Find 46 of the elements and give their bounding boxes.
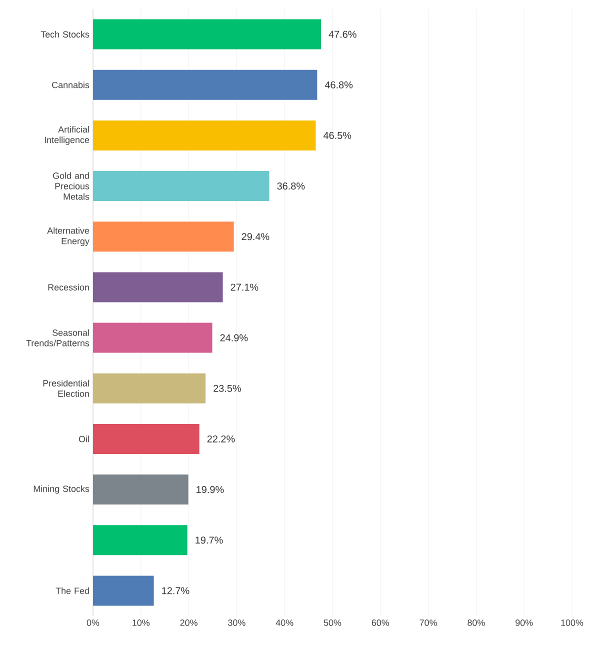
data-label: 24.9% <box>220 334 248 342</box>
y-tick-label: Artificial Intelligence <box>44 126 90 145</box>
y-tick-label: The Fed <box>56 587 89 594</box>
y-tick-label: Presidential Election <box>43 380 89 397</box>
y-tick-label: Tech Stocks <box>40 30 90 38</box>
bar <box>93 222 234 252</box>
y-tick-label: Cannabis <box>52 82 90 88</box>
bar <box>93 70 318 100</box>
y-tick-label: Mining Stocks <box>34 485 90 494</box>
x-tick-label: 70% <box>420 620 437 626</box>
y-tick-label: Seasonal Trends/Patterns <box>26 329 90 346</box>
x-tick-label: 90% <box>516 620 533 626</box>
bar <box>93 576 154 606</box>
x-tick-label: 10% <box>132 620 150 626</box>
x-tick-label: 50% <box>324 620 342 626</box>
bar <box>93 525 188 556</box>
y-tick-label: Alternative Energy <box>47 227 90 246</box>
data-label: 29.4% <box>242 233 270 240</box>
bar <box>93 120 316 150</box>
x-tick-label: 40% <box>276 620 294 626</box>
y-tick-label: Oil <box>78 436 89 442</box>
x-tick-label: 100% <box>561 620 584 626</box>
bar <box>93 272 223 302</box>
bar <box>93 19 322 50</box>
data-label: 22.2% <box>207 435 235 442</box>
x-tick-label: 80% <box>468 620 485 626</box>
bar <box>93 424 200 454</box>
x-tick-label: 60% <box>372 620 390 626</box>
data-label: 46.5% <box>323 132 352 139</box>
data-label: 19.9% <box>196 486 224 494</box>
x-tick-label: 0% <box>86 620 100 626</box>
data-label: 12.7% <box>162 587 190 594</box>
data-label: 23.5% <box>214 384 241 392</box>
y-tick-label: Gold and Precious Metals <box>53 172 90 200</box>
data-label: 36.8% <box>277 182 305 190</box>
data-label: 27.1% <box>230 284 258 291</box>
data-label: 47.6% <box>328 30 356 38</box>
x-tick-label: 20% <box>180 620 198 626</box>
data-label: 46.8% <box>324 81 353 88</box>
bar <box>93 373 206 404</box>
y-tick-label: Recession <box>48 284 89 291</box>
bar <box>93 322 212 353</box>
x-tick-label: 30% <box>228 620 246 626</box>
bar <box>93 171 270 202</box>
data-label: 19.7% <box>196 536 223 544</box>
bar <box>93 474 188 505</box>
